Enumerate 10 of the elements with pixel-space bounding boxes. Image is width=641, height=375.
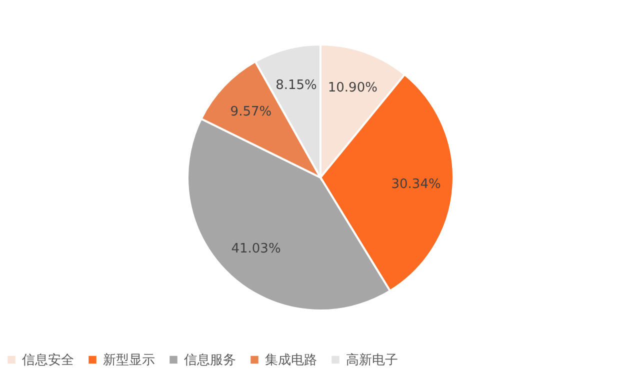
data-label: 8.15% (276, 78, 317, 93)
data-label: 9.57% (230, 104, 272, 120)
legend-label: 信息服务 (184, 352, 236, 368)
legend-label: 信息安全 (22, 352, 74, 368)
legend-label: 新型显示 (103, 352, 155, 368)
data-label: 10.90% (328, 80, 378, 96)
data-label: 30.34% (391, 176, 441, 192)
legend-label: 集成电路 (265, 352, 317, 368)
legend-label: 高新电子 (346, 352, 398, 368)
data-label: 41.03% (231, 241, 281, 256)
